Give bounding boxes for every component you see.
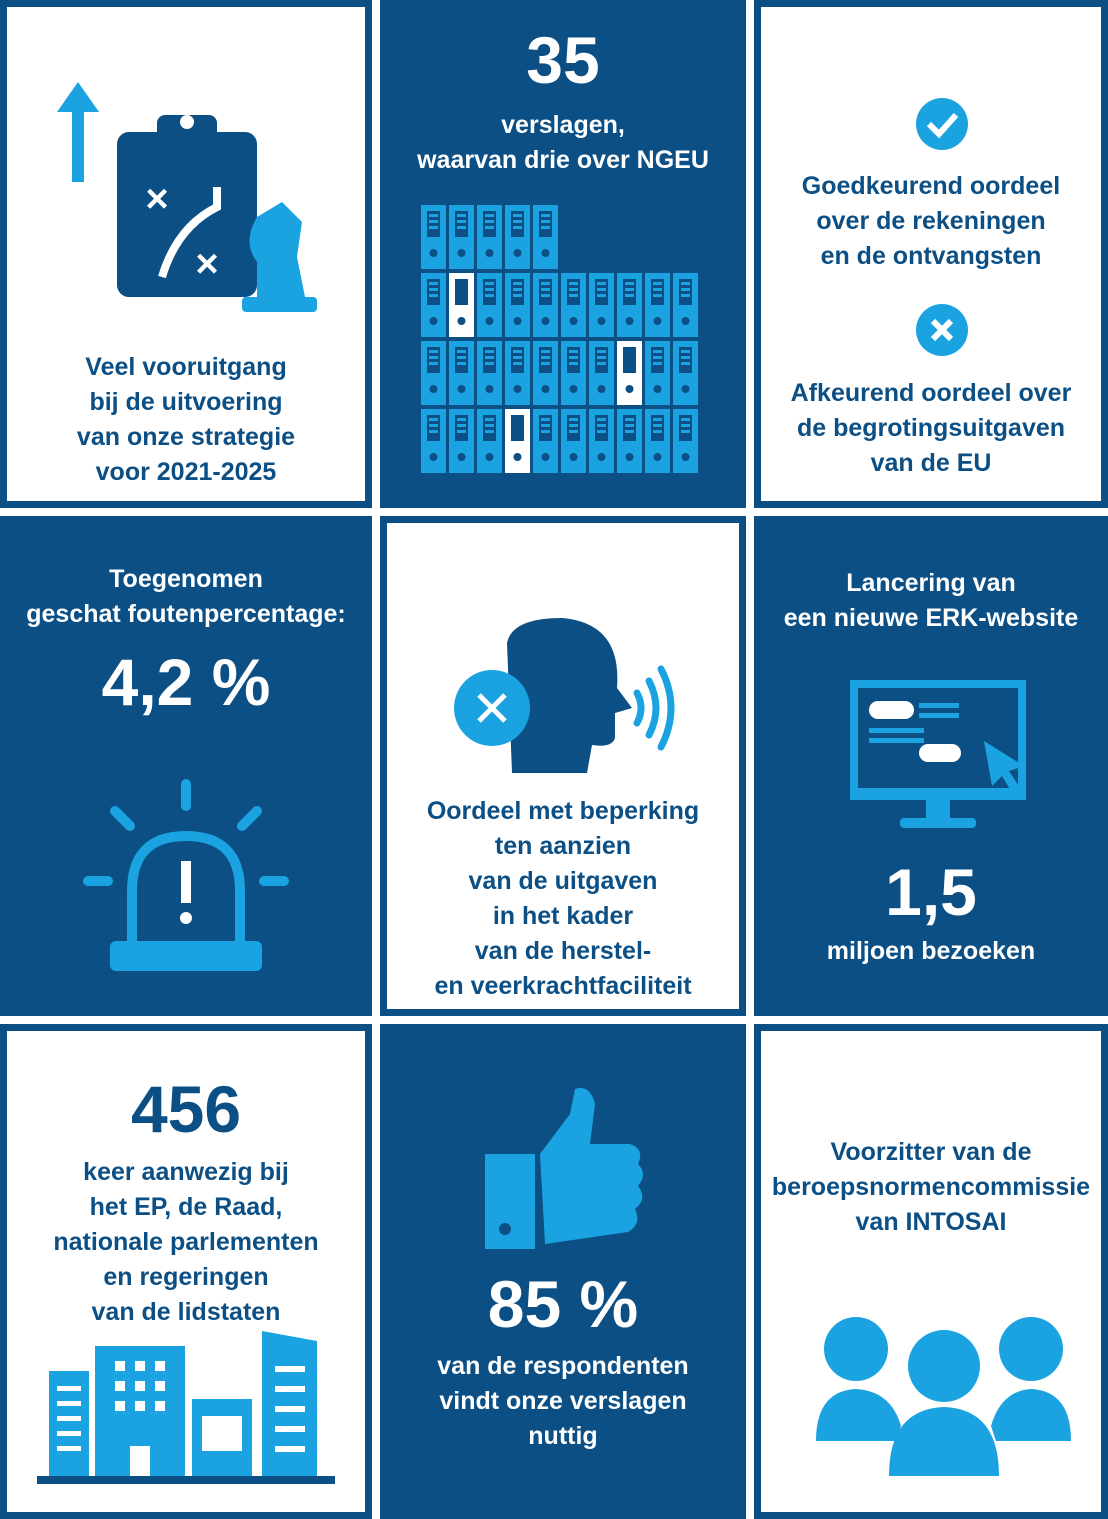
opinion-line: Goedkeurend oordeel (801, 172, 1061, 200)
tile-intosai: Voorzitter van de beroepsnormencommissie… (754, 1024, 1108, 1519)
caption-line: voor 2021-2025 (95, 458, 277, 486)
big-number: 35 (526, 23, 600, 97)
opinion-icons (916, 98, 968, 356)
tile-error-rate: Toegenomen geschat foutenpercentage: 4,2… (0, 516, 372, 1016)
tile-strategy: × × Veel vooruitgang bij de uitvoering v… (0, 0, 372, 508)
caption-line: en regeringen (103, 1263, 269, 1291)
caption-line: Voorzitter van de (830, 1138, 1032, 1166)
caption-line: van onze strategie (76, 423, 296, 451)
big-number: 85 % (487, 1267, 639, 1341)
caption-line: nuttig (528, 1422, 598, 1450)
heading-line: geschat foutenpercentage: (26, 600, 346, 628)
caption-line: in het kader (492, 902, 634, 930)
caption-line: van INTOSAI (855, 1208, 1007, 1236)
caption-line: beroepsnormencommissie (771, 1173, 1091, 1201)
tile-appearances: 456 keer aanwezig bij het EP, de Raad, n… (0, 1024, 372, 1519)
clipboard-icon: × × (57, 82, 317, 312)
opinion-line: en de ontvangsten (820, 242, 1042, 270)
tile-opinions: Goedkeurend oordeel over de rekeningen e… (754, 0, 1108, 508)
opinion-line: van de EU (870, 449, 992, 477)
caption-line: verslagen, (501, 111, 625, 139)
caption-line: het EP, de Raad, (89, 1193, 283, 1221)
big-number: 1,5 (885, 855, 977, 929)
big-number: 456 (130, 1072, 242, 1146)
heading-line: Lancering van (846, 569, 1016, 597)
big-number: 4,2 % (101, 645, 271, 719)
svg-text:×: × (145, 177, 168, 221)
svg-text:×: × (195, 242, 218, 286)
monitor-icon (850, 680, 1026, 828)
caption-line: Oordeel met beperking (426, 797, 700, 825)
caption-line: ten aanzien (494, 832, 632, 860)
people-icon (816, 1317, 1071, 1476)
tile-reports: 35 verslagen, waarvan drie over NGEU (380, 0, 746, 508)
speaker-icon (454, 618, 675, 773)
tile-survey: 85 % van de respondenten vindt onze vers… (380, 1024, 746, 1519)
caption-line: van de herstel- (474, 937, 652, 965)
caption-line: van de respondenten (437, 1352, 689, 1380)
caption-line: bij de uitvoering (89, 388, 283, 416)
opinion-line: Afkeurend oordeel over (790, 379, 1072, 407)
siren-icon (83, 779, 289, 971)
binders-icon (420, 205, 700, 477)
caption-line: vindt onze verslagen (439, 1387, 687, 1415)
caption-line: van de uitgaven (468, 867, 658, 895)
caption-line: van de lidstaten (91, 1298, 281, 1326)
opinion-line: over de rekeningen (816, 207, 1046, 235)
caption-line: miljoen bezoeken (826, 937, 1036, 965)
caption-line: keer aanwezig bij (83, 1158, 289, 1186)
tile-website: Lancering van een nieuwe ERK-website 1,5… (754, 516, 1108, 1016)
heading-line: Toegenomen (109, 565, 263, 593)
opinion-line: de begrotingsuitgaven (796, 414, 1066, 442)
buildings-icon (37, 1331, 335, 1484)
tile-rrf-opinion: Oordeel met beperking ten aanzien van de… (380, 516, 746, 1016)
heading-line: een nieuwe ERK-website (783, 604, 1079, 632)
caption-line: nationale parlementen (53, 1228, 319, 1256)
thumbs-up-icon (485, 1088, 643, 1249)
caption-line: en veerkrachtfaciliteit (434, 972, 692, 1000)
caption-line: Veel vooruitgang (85, 353, 287, 381)
caption-line: waarvan drie over NGEU (417, 146, 709, 174)
